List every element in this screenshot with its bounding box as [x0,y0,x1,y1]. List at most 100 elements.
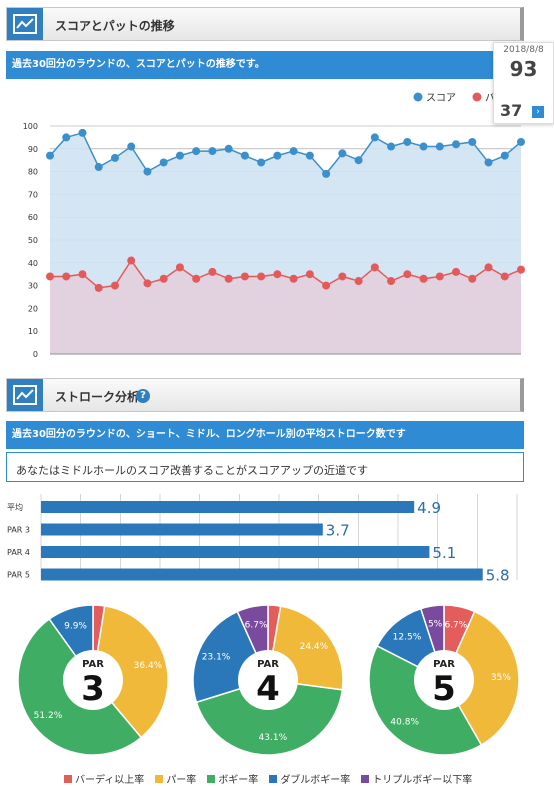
bar-category-label: 平均 [7,502,23,512]
score-point [127,142,136,151]
legend-item: パー率 [155,771,196,786]
section-header-stroke: ストローク分析 ? [6,378,524,412]
section-header-score-putt: スコアとパットの推移 [6,7,524,41]
y-tick-label: 10 [28,327,38,336]
score-point [273,151,282,160]
pie-slice [92,605,169,739]
bar [41,523,323,536]
putt-point [224,274,233,283]
putt-point [94,283,103,292]
putt-point [289,274,298,283]
pie-slice-label: 36.4% [134,661,163,671]
score-point [403,137,412,146]
pie-center-small: PAR [257,659,279,670]
putt-point [62,272,71,281]
score-point [78,128,87,137]
score-point [500,151,509,160]
pie-center [238,650,298,710]
score-point [419,142,428,151]
legend-label: バーディ以上率 [75,775,145,786]
tooltip-date: 2018/8/8 [503,45,544,55]
chevron-right-icon[interactable]: › [532,106,544,118]
putt-point [159,274,168,283]
score-point [452,140,461,149]
score-putt-line-chart: 0 10 20 30 40 50 60 70 80 90 100 スコア パ [23,92,525,359]
score-point [192,147,201,156]
bar [41,501,415,513]
putt-point [273,270,282,279]
section-title: ストローク分析 [55,390,140,404]
score-point [387,142,396,151]
y-tick-label: 50 [28,236,38,245]
score-point [143,167,152,176]
legend-marker [472,92,482,102]
putt-point [435,272,444,281]
score-point [354,156,363,165]
putt-point [468,274,477,283]
pie-charts: 36.4%51.2%9.9%PAR324.4%43.1%23.1%6.7%PAR… [17,604,520,756]
putt-area [50,260,521,354]
legend-label: ダブルボギー率 [280,775,351,786]
legend-label: トリプルボギー以下率 [372,775,473,786]
bar-category-label: PAR 3 [7,526,30,535]
putt-point [240,272,249,281]
bar-category-label: PAR 5 [7,571,30,580]
score-point [94,163,103,172]
putt-point [143,279,152,288]
tooltip-putt: 37 [500,101,523,120]
legend-item: トリプルボギー以下率 [361,771,472,786]
legend-label: スコア [426,93,456,104]
pie-slice-label: 23.1% [202,653,231,663]
score-point [208,147,217,156]
bar-value-label: 5.8 [486,567,510,583]
score-point [159,158,168,167]
pie-center-big: 3 [81,669,105,709]
pie-slice-label: 5% [428,620,443,630]
help-icon[interactable]: ? [136,389,150,403]
pie-slice-label: 6.7% [245,620,268,630]
putt-point [403,270,412,279]
legend-label: ボギー率 [218,775,259,786]
pie-slice-label: 6.7% [444,620,467,630]
pie-slice-label: 51.2% [34,711,63,721]
score-point [338,149,347,158]
pie-slice-label: 24.4% [300,642,329,652]
y-tick-label: 40 [28,259,38,268]
legend-label: パ [485,92,495,104]
putt-point [78,270,87,279]
y-tick-label: 70 [28,190,38,199]
legend-label: パー率 [166,775,197,786]
legend-swatch [155,774,164,783]
tooltip-score: 93 [509,57,538,81]
legend-swatch [269,774,278,783]
score-point [322,169,331,178]
pie-center [414,650,474,710]
section-description: 過去30回分のラウンドの、スコアとパットの推移です。 [6,51,524,79]
legend-marker [413,92,423,102]
y-tick-label: 20 [28,304,38,313]
y-tick-label: 80 [28,168,38,177]
pie-slice-label: 43.1% [259,733,288,743]
legend-swatch [361,774,370,783]
putt-point [452,267,461,276]
bar-value-label: 3.7 [326,522,350,540]
bar-category-label: PAR 4 [7,548,30,557]
putt-point [354,277,363,286]
y-tick-label: 100 [23,122,38,131]
pie-slice-label: 12.5% [393,633,422,643]
score-point [110,153,119,162]
score-point [240,151,249,160]
score-point [289,147,298,156]
putt-point [387,277,396,286]
chart-icon [7,8,43,40]
putt-point [127,256,136,265]
score-point [224,144,233,153]
putt-point [419,274,428,283]
legend-item: ボギー率 [207,771,258,786]
advice-box: あなたはミドルホールのスコア改善することがスコアアップの近道です [6,452,524,482]
section-description: 過去30回分のラウンドの、ショート、ミドル、ロングホール別の平均ストローク数です [6,421,524,449]
score-point [257,158,266,167]
legend-item: ダブルボギー率 [269,771,350,786]
pie-slice-label: 40.8% [390,717,419,727]
putt-point [110,281,119,290]
